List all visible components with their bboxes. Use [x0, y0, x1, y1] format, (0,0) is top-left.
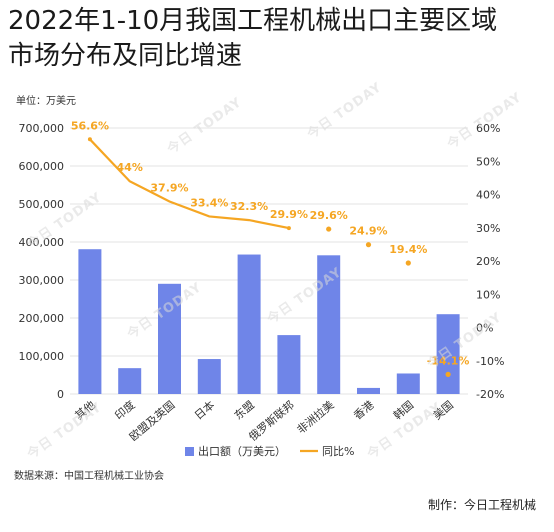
y-right-tick-label: -20%: [476, 388, 504, 401]
bar: [78, 249, 102, 394]
chart-title-line2: 市场分布及同比增速: [8, 41, 243, 71]
legend-swatch-bars: [185, 447, 194, 456]
y-right-tick-label: 30%: [476, 222, 500, 235]
line-point: [405, 260, 411, 266]
bar: [436, 314, 460, 394]
bar: [317, 255, 341, 394]
y-left-tick-label: 100,000: [19, 350, 65, 363]
line-point: [286, 226, 291, 231]
x-tick-label: 东盟: [232, 398, 257, 422]
x-tick-label: 非洲拉美: [294, 398, 337, 437]
y-right-tick-label: 60%: [476, 122, 500, 135]
y-right-tick-label: 40%: [476, 189, 500, 202]
y-right-tick-label: 20%: [476, 255, 500, 268]
x-tick-label: 印度: [112, 398, 138, 423]
chart-title: 2022年1-10月我国工程机械出口主要区域 市场分布及同比增速: [8, 4, 548, 74]
bar: [396, 373, 420, 394]
x-tick-label: 其他: [73, 398, 98, 422]
data-label: 37.9%: [150, 181, 188, 194]
legend-label-line: 同比%: [322, 445, 354, 458]
source-note: 数据来源：中国工程机械工业协会: [14, 471, 164, 482]
bar: [237, 254, 261, 394]
credit-note: 制作：今日工程机械: [427, 498, 536, 512]
data-label: 29.6%: [310, 209, 348, 222]
bar: [277, 335, 301, 394]
x-tick-label: 美国: [431, 398, 456, 422]
bar: [158, 283, 181, 394]
chart-title-line1: 2022年1-10月我国工程机械出口主要区域: [8, 6, 498, 36]
bar: [357, 387, 380, 394]
bar: [197, 359, 221, 394]
y-left-tick-label: 200,000: [19, 312, 65, 325]
y-right-tick-label: 50%: [476, 155, 500, 168]
y-right-tick-label: 0%: [476, 322, 493, 335]
line-point: [87, 137, 92, 142]
y-right-tick-label: 10%: [476, 288, 500, 301]
data-label: 33.4%: [190, 196, 228, 209]
y-left-tick-label: 500,000: [19, 198, 65, 211]
data-label: 24.9%: [349, 225, 387, 238]
data-label: 44%: [117, 161, 143, 174]
data-label: -14.1%: [427, 354, 470, 367]
line-point: [365, 242, 372, 248]
y-left-tick-label: 400,000: [19, 236, 65, 249]
data-label: 56.6%: [71, 119, 109, 132]
bar: [118, 368, 142, 394]
data-label: 19.4%: [389, 243, 427, 256]
y-left-tick-label: 600,000: [19, 160, 65, 173]
x-tick-label: 韩国: [390, 398, 416, 423]
unit-label: 单位：万美元: [16, 96, 76, 107]
y-right-tick-label: -10%: [476, 355, 504, 368]
y-left-tick-label: 700,000: [19, 122, 65, 135]
data-label: 29.9%: [270, 208, 308, 221]
x-tick-label: 日本: [191, 398, 217, 423]
series-line: [89, 138, 290, 230]
y-left-tick-label: 300,000: [19, 274, 65, 287]
legend-label-bars: 出口额（万美元）: [198, 444, 286, 458]
line-point: [326, 226, 332, 232]
data-label: 32.3%: [230, 200, 268, 213]
x-tick-label: 香港: [351, 398, 376, 422]
y-left-tick-label: 0: [57, 388, 64, 401]
line-point: [445, 371, 451, 377]
